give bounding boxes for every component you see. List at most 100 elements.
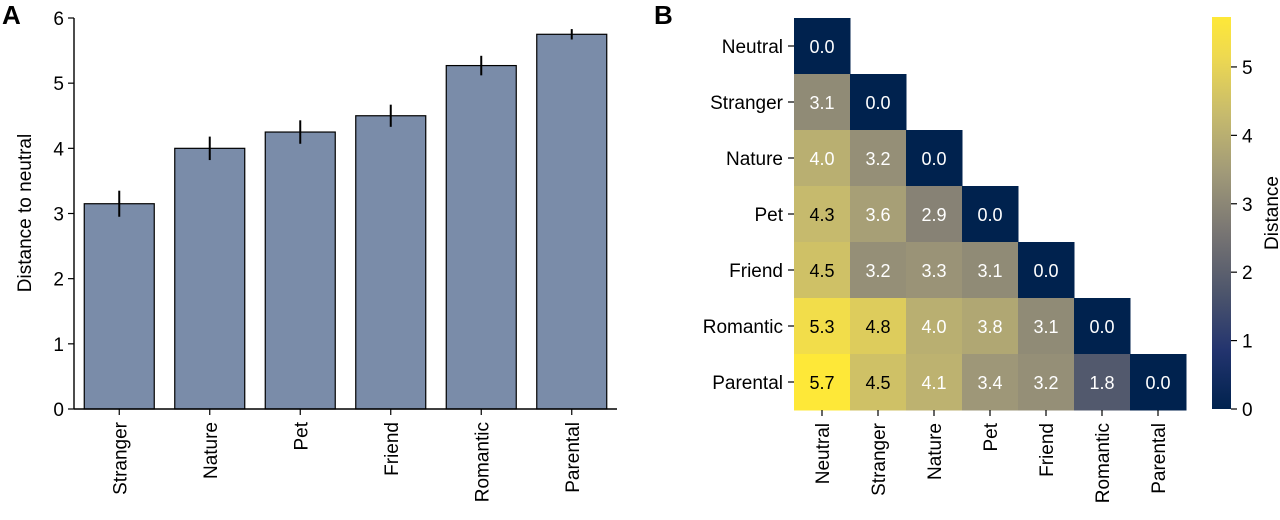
heatmap-cell-label: 3.1 (1033, 317, 1058, 337)
y-tick-label: 2 (53, 270, 64, 291)
heatmap-cell-label: 3.1 (977, 261, 1002, 281)
heatmap-cell-label: 3.6 (865, 205, 890, 225)
heatmap-cell (850, 130, 907, 187)
heatmap-cell-label: 3.3 (921, 261, 946, 281)
heatmap-col-label: Nature (925, 423, 946, 480)
heatmap-col-label: Pet (981, 422, 1002, 451)
heatmap-cell-label: 3.1 (809, 93, 834, 113)
heatmap-row-label: Pet (754, 205, 783, 226)
heatmap-col-label: Parental (1149, 423, 1170, 494)
heatmap-cell-label: 3.4 (977, 373, 1002, 393)
y-tick-label: 0 (53, 400, 64, 421)
heatmap-cell-label: 4.1 (921, 373, 946, 393)
heatmap-cell (794, 186, 851, 243)
heatmap-cell (1018, 298, 1075, 355)
heatmap-cell-label: 4.8 (865, 317, 890, 337)
bar (355, 115, 427, 410)
heatmap-cell-label: 5.3 (809, 317, 834, 337)
heatmap-cell-label: 3.2 (865, 149, 890, 169)
y-ticks: 0 1 2 3 4 5 6 (53, 9, 74, 421)
colorbar-tick-label: 4 (1242, 126, 1253, 147)
colorbar: 0 1 2 3 4 5 Distance (1212, 17, 1280, 421)
heatmap-cell-label: 1.8 (1089, 373, 1114, 393)
bar (445, 64, 517, 410)
heatmap-cell-label: 4.0 (809, 149, 834, 169)
x-ticks: Stranger Nature Pet Friend Romantic Parental (110, 409, 584, 502)
x-tick-label: Romantic (472, 422, 493, 502)
heatmap-row-label: Parental (712, 373, 783, 394)
heatmap-cell-label: 4.5 (809, 261, 834, 281)
heatmap-cell (850, 74, 907, 131)
heatmap-cell (794, 242, 851, 299)
bar-plot-area (83, 29, 608, 410)
heatmap-row-label: Nature (726, 149, 783, 170)
x-tick-label: Stranger (110, 421, 131, 495)
y-tick-label: 6 (53, 9, 64, 30)
heatmap-cell-label: 3.2 (1033, 373, 1058, 393)
heatmap-col-label: Romantic (1093, 423, 1114, 503)
heatmap-cell-label: 0.0 (1033, 261, 1058, 281)
heatmap-col-label: Friend (1037, 423, 1058, 477)
heatmap-row-labels: Neutral Stranger Nature Pet Friend Romantic Pa… (703, 37, 794, 394)
heatmap-cell (850, 186, 907, 243)
colorbar-tick-label: 5 (1242, 58, 1253, 79)
y-tick-label: 4 (53, 139, 64, 160)
heatmap-cell (794, 354, 851, 411)
heatmap-cells: 0.0 3.1 0.0 4.0 3.2 0.0 4.3 3.6 2.9 0.0 4.5 3.2 3.3 3… (794, 18, 1187, 411)
bar (83, 203, 155, 410)
heatmap-cell (794, 74, 851, 131)
heatmap-cell-label: 2.9 (921, 205, 946, 225)
heatmap-cell (1130, 354, 1187, 411)
heatmap-cell-label: 5.7 (809, 373, 834, 393)
heatmap: 0.0 3.1 0.0 4.0 3.2 0.0 4.3 3.6 2.9 0.0 4.5 3.2 3.3 3… (703, 18, 1187, 503)
heatmap-row-label: Neutral (722, 37, 783, 58)
heatmap-cell (962, 242, 1019, 299)
heatmap-cell-label: 0.0 (921, 149, 946, 169)
heatmap-cell (906, 242, 963, 299)
colorbar-tick-label: 2 (1242, 263, 1253, 284)
heatmap-cell (906, 130, 963, 187)
heatmap-cell (962, 298, 1019, 355)
x-tick-label: Pet (291, 421, 312, 450)
bar (536, 33, 608, 410)
heatmap-row-label: Romantic (703, 317, 783, 338)
panel-label-a: A (2, 0, 21, 30)
heatmap-row-label: Friend (729, 261, 783, 282)
colorbar-tick-label: 0 (1242, 400, 1253, 421)
heatmap-cell (906, 298, 963, 355)
heatmap-cell (794, 18, 851, 75)
heatmap-cell-label: 3.8 (977, 317, 1002, 337)
heatmap-cell (962, 354, 1019, 411)
heatmap-col-labels: Neutral Stranger Nature Pet Friend Romantic Pa… (813, 410, 1170, 503)
heatmap-cell (1018, 242, 1075, 299)
heatmap-cell (794, 130, 851, 187)
bar (264, 131, 336, 410)
heatmap-cell (962, 186, 1019, 243)
heatmap-cell (1074, 354, 1131, 411)
x-tick-label: Nature (201, 422, 222, 479)
y-axis-title: Distance to neutral (15, 134, 36, 292)
heatmap-cell-label: 4.5 (865, 373, 890, 393)
heatmap-col-label: Stranger (869, 422, 890, 496)
heatmap-cell (906, 354, 963, 411)
x-tick-label: Friend (382, 422, 403, 476)
colorbar-title: Distance (1262, 176, 1280, 250)
heatmap-cell (794, 298, 851, 355)
heatmap-cell-label: 0.0 (809, 37, 834, 57)
x-tick-label: Parental (563, 422, 584, 493)
heatmap-cell-label: 3.2 (865, 261, 890, 281)
colorbar-ticks: 0 1 2 3 4 5 (1231, 58, 1253, 421)
bar-chart: 0 1 2 3 4 5 6 Stranger Nature Pet Friend Romantic P… (15, 9, 617, 502)
colorbar-gradient (1212, 17, 1231, 409)
colorbar-tick-label: 3 (1242, 195, 1253, 216)
heatmap-cell-label: 0.0 (865, 93, 890, 113)
heatmap-cell (850, 242, 907, 299)
heatmap-cell (1074, 298, 1131, 355)
colorbar-tick-label: 1 (1242, 332, 1253, 353)
panel-label-b: B (654, 0, 673, 30)
heatmap-col-label: Neutral (813, 423, 834, 484)
heatmap-cell-label: 0.0 (1145, 373, 1170, 393)
heatmap-cell-label: 4.3 (809, 205, 834, 225)
heatmap-cell (850, 354, 907, 411)
